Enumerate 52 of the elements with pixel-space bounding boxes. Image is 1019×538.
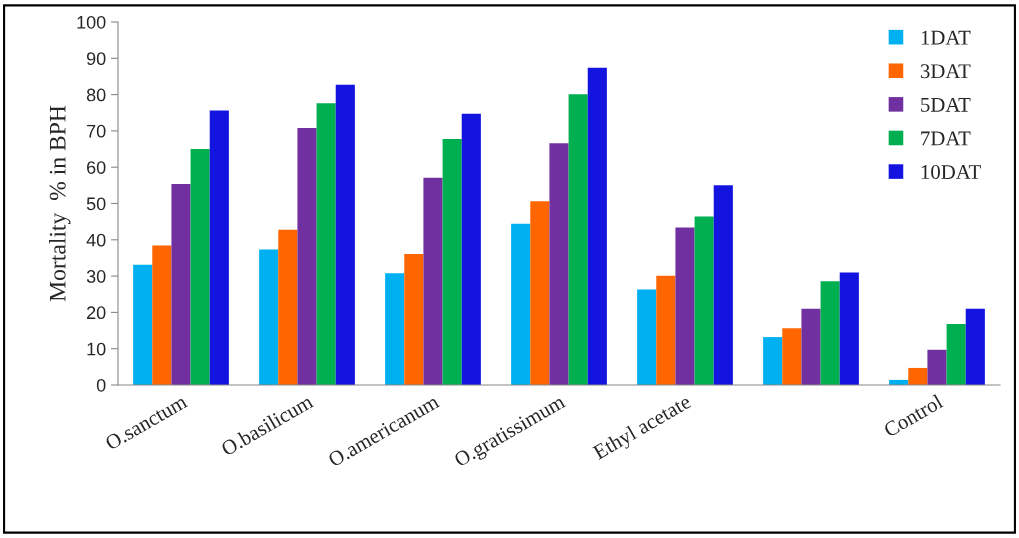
x-tick-label: Ethyl acetate <box>591 393 694 464</box>
y-tick-label: 60 <box>87 161 106 174</box>
bar <box>385 273 405 385</box>
bar <box>908 367 928 385</box>
y-tick-label: 50 <box>86 197 106 211</box>
bar <box>839 272 859 385</box>
bar <box>656 275 676 385</box>
bar <box>259 249 279 385</box>
bar <box>404 253 424 385</box>
bar <box>335 84 355 385</box>
bar <box>152 245 172 385</box>
bar <box>694 216 714 385</box>
legend-label: 10DAT <box>921 165 981 180</box>
legend-label: 5DAT <box>921 97 971 112</box>
bar <box>713 185 733 385</box>
legend-label: 3DAT <box>920 64 971 79</box>
bar <box>946 324 966 385</box>
y-axis-title: Mortality % in BPH <box>49 105 71 302</box>
y-tick-label: 90 <box>86 52 106 66</box>
legend-label: 7DAT <box>921 131 971 146</box>
bar <box>209 110 229 385</box>
bar <box>511 223 531 385</box>
y-tick-label: 20 <box>87 306 106 320</box>
bar <box>763 337 783 385</box>
bar <box>133 264 153 385</box>
y-tick-label: 10 <box>87 342 106 356</box>
y-tick-label: 80 <box>86 88 106 102</box>
y-tick-label: 0 <box>96 378 106 392</box>
bar <box>927 349 947 385</box>
y-tick-label: 70 <box>87 124 106 138</box>
bar <box>587 67 607 385</box>
bar <box>297 128 317 385</box>
y-tick-label: 40 <box>86 233 106 247</box>
bar <box>675 227 695 385</box>
y-tick-label: 100 <box>77 15 106 29</box>
bar <box>549 143 569 385</box>
bar <box>782 328 802 385</box>
bar <box>965 308 985 385</box>
bar <box>171 183 191 385</box>
bar <box>190 149 210 385</box>
y-tick-label: 30 <box>86 270 106 283</box>
legend-label: 1DAT <box>921 30 971 45</box>
bar <box>637 289 657 385</box>
bar <box>568 94 588 385</box>
bar <box>423 177 443 385</box>
bar <box>316 103 336 385</box>
bar <box>530 201 550 385</box>
bar <box>820 281 840 385</box>
bar <box>442 138 462 385</box>
bar <box>461 113 481 385</box>
bar <box>278 229 298 385</box>
bar <box>801 308 821 385</box>
